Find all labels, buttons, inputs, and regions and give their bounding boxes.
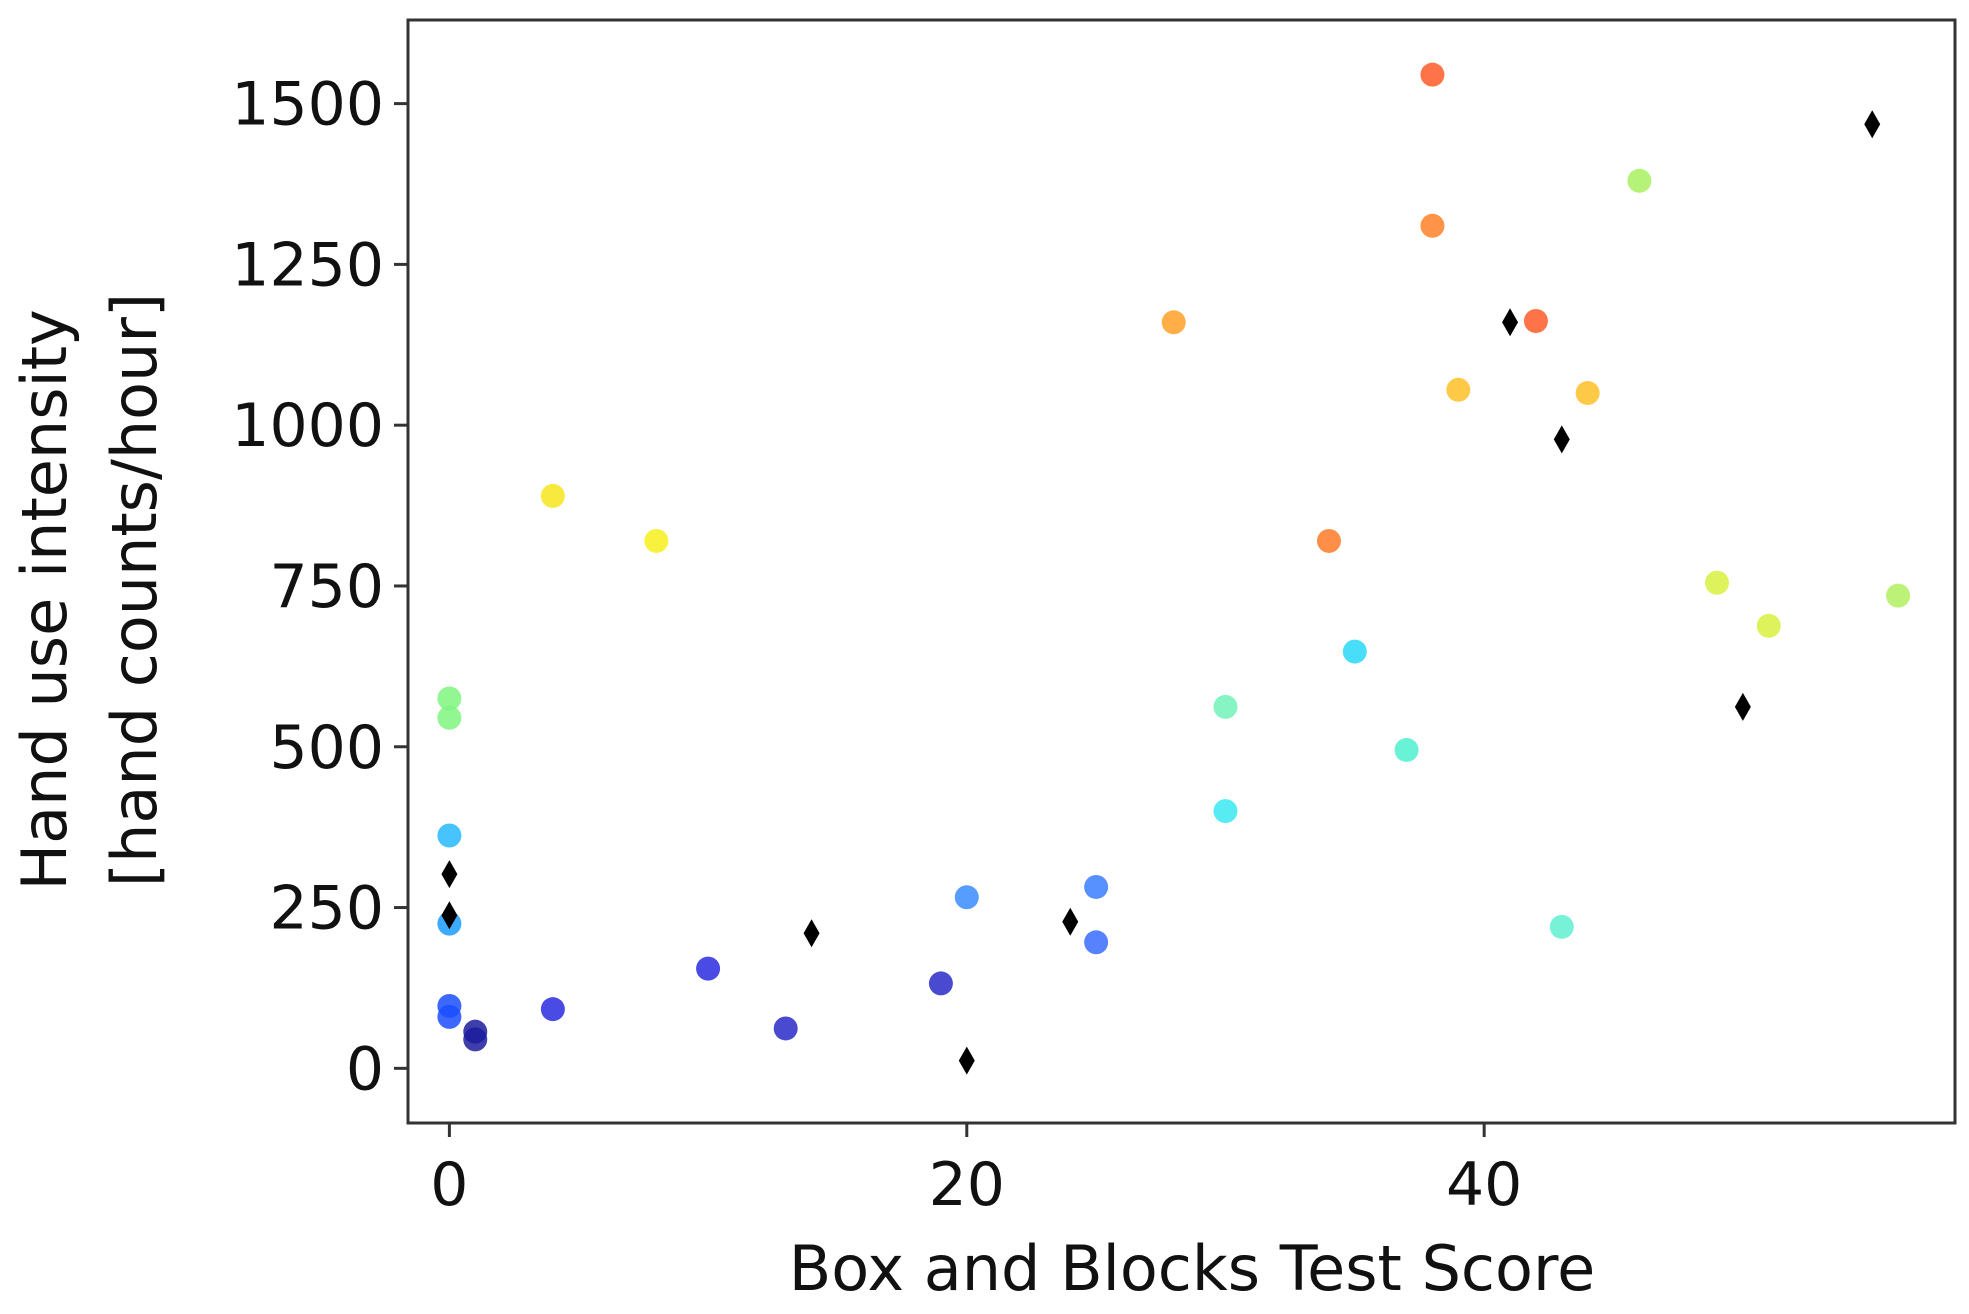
diamond-marker [1864,110,1881,139]
diamond-marker [1502,308,1519,337]
y-axis-label-line-1: Hand use intensity [8,309,81,890]
data-point [1549,914,1574,939]
data-point [1886,583,1911,608]
y-tick-label: 1500 [231,70,384,140]
data-point [1342,639,1367,664]
data-point [1213,799,1238,824]
x-tick-label: 20 [929,1150,1005,1220]
data-point [1756,613,1781,638]
data-point [437,686,462,711]
y-axis: 0 250 500 750 1000 1250 1500 [231,70,408,1104]
data-point [954,885,979,910]
data-point [1705,570,1729,595]
x-axis: 0 20 40 [430,1123,1522,1220]
plot-area [406,18,1957,1125]
y-tick-label: 750 [269,552,384,622]
data-point [1213,694,1238,719]
diamond-marker [1553,425,1570,454]
data-point [540,483,565,508]
data-point [540,997,565,1022]
diamond-marker [958,1046,975,1075]
y-tick-label: 500 [269,713,384,783]
data-point [1627,168,1652,193]
data-point [1420,62,1445,87]
y-tick-label: 250 [269,874,384,944]
y-axis-label: Hand use intensity [hand counts/hour] [8,290,171,891]
diamond-marker [441,901,458,930]
data-point [928,971,953,996]
x-tick-label: 0 [430,1150,468,1220]
data-point [437,823,462,848]
y-tick-label: 1000 [231,391,384,461]
data-points [437,62,1911,1075]
data-point [1084,874,1109,899]
y-axis-label-line-2: [hand counts/hour] [98,293,171,887]
data-point [1394,737,1419,762]
data-point [1161,310,1186,335]
data-point [1420,213,1445,238]
data-point [696,956,721,981]
diamond-marker [1062,907,1079,936]
data-point [1084,930,1109,955]
data-point [1523,308,1548,333]
data-point [1316,528,1341,553]
diamond-marker [1734,692,1751,721]
y-tick-label: 1250 [231,230,384,300]
data-point [1575,381,1600,406]
data-point [437,705,462,730]
diamond-marker [803,919,820,948]
data-point [773,1016,798,1041]
data-point [463,1027,488,1052]
diamond-marker [441,860,458,889]
data-point [644,528,669,553]
x-tick-label: 40 [1446,1150,1522,1220]
x-axis-label: Box and Blocks Test Score [789,1232,1595,1305]
data-point [437,1004,462,1029]
y-tick-label: 0 [346,1034,384,1104]
data-point [1446,377,1471,402]
